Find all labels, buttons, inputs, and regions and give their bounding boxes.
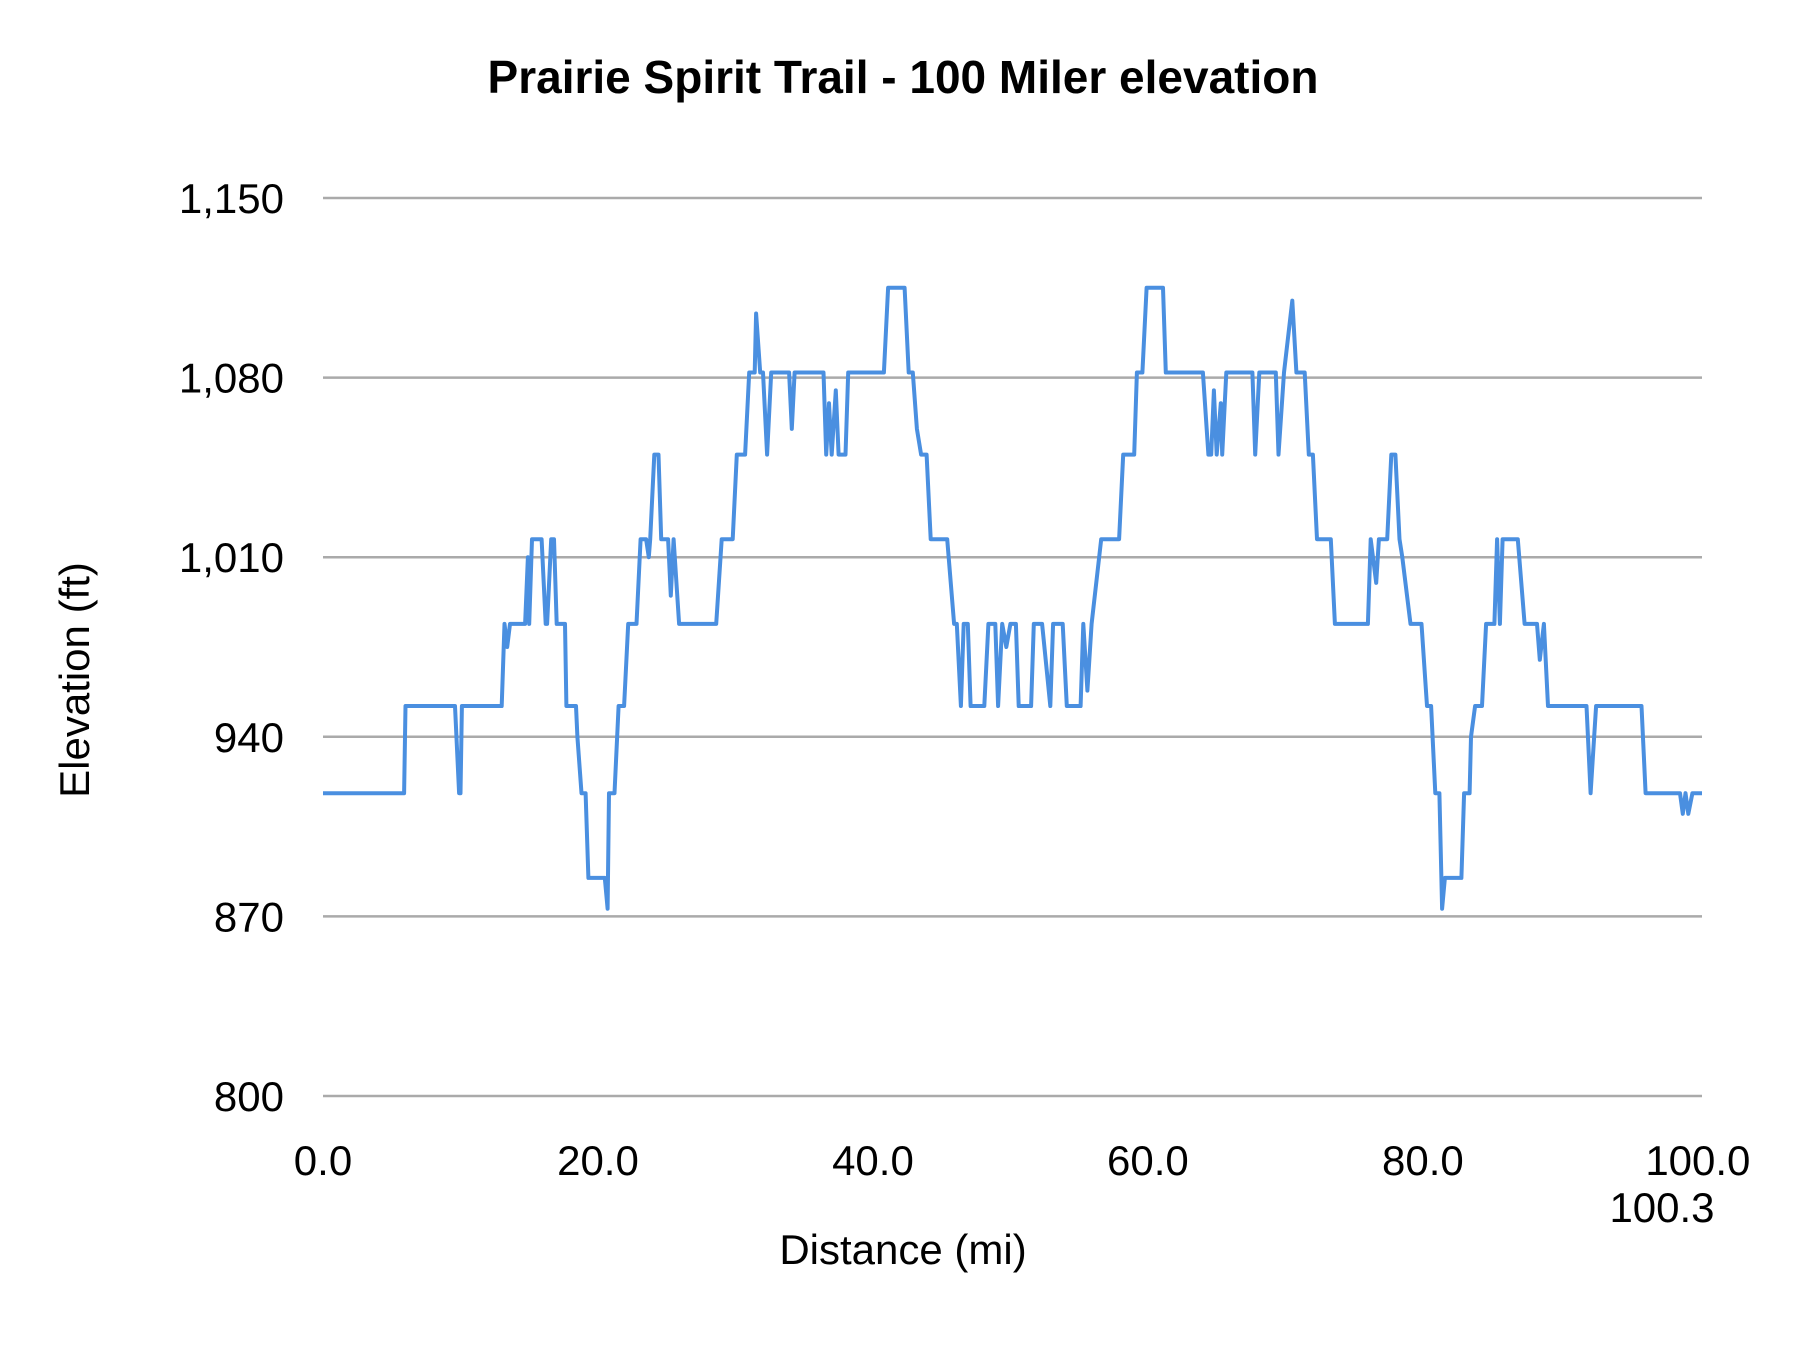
x-tick-label: 80.0 (1382, 1137, 1464, 1184)
gridlines (323, 196, 1702, 1098)
x-tick-label: 40.0 (832, 1137, 914, 1184)
x-tick-label: 60.0 (1107, 1137, 1189, 1184)
y-axis-ticks: 800 870 940 1,010 1,080 1,150 (179, 175, 284, 1120)
x-tick-label: 0.0 (294, 1137, 352, 1184)
y-tick-label: 940 (214, 714, 284, 761)
x-axis-end-label: 100.3 (1609, 1184, 1714, 1231)
elevation-line (323, 285, 1702, 911)
y-tick-label: 1,150 (179, 175, 284, 222)
x-tick-label: 20.0 (557, 1137, 639, 1184)
chart-title: Prairie Spirit Trail - 100 Miler elevati… (488, 51, 1319, 103)
y-tick-label: 1,080 (179, 355, 284, 402)
y-tick-label: 870 (214, 893, 284, 940)
y-tick-label: 800 (214, 1073, 284, 1120)
x-tick-label: 100.0 (1645, 1137, 1750, 1184)
y-tick-label: 1,010 (179, 534, 284, 581)
x-axis-title: Distance (mi) (779, 1226, 1026, 1273)
y-axis-title: Elevation (ft) (51, 562, 98, 798)
